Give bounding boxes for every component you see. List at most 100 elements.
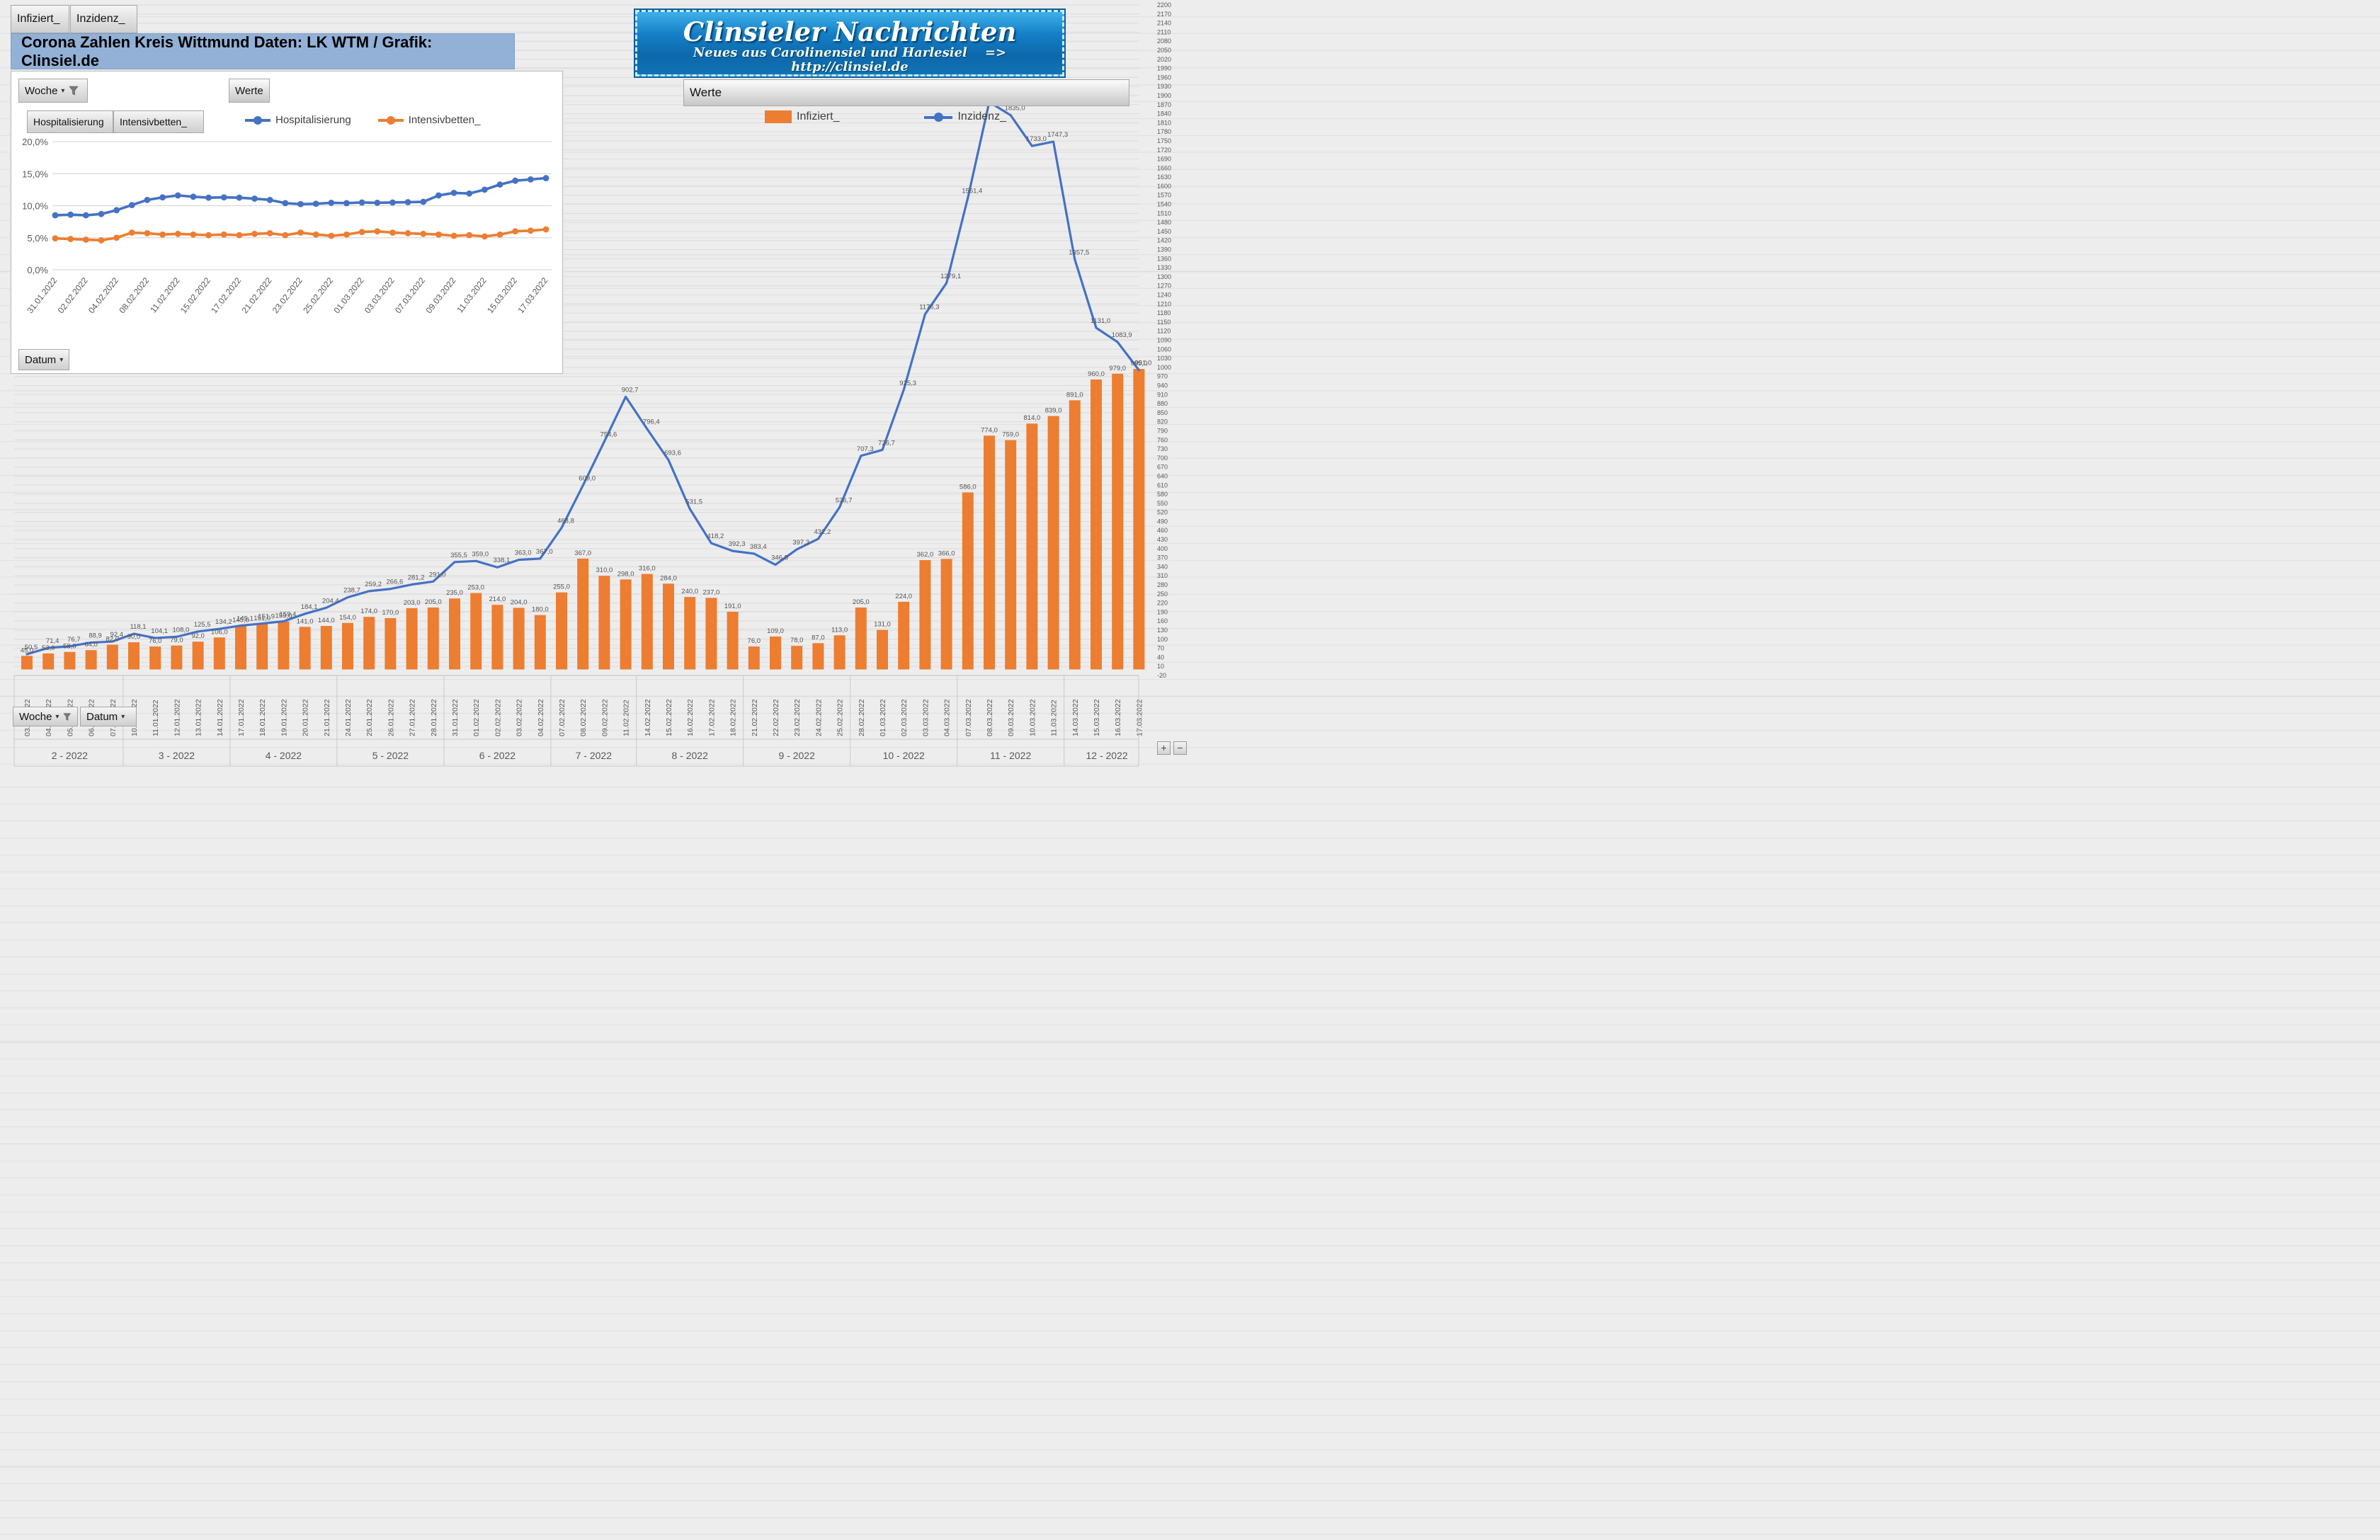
bar-data-label: 174,0 bbox=[360, 608, 377, 615]
inset-marker bbox=[128, 229, 135, 236]
legend-inzidenz-label: Inzidenz_ bbox=[957, 110, 1006, 122]
bar-data-label: 204,0 bbox=[511, 598, 528, 606]
right-axis-tick-label: 970 bbox=[1157, 373, 1168, 380]
line-data-label: 536,7 bbox=[836, 497, 853, 505]
bar-infiziert bbox=[406, 608, 418, 670]
inset-legend-hospitalisierung: Hospitalisierung bbox=[245, 114, 351, 126]
inset-x-tick-label: 07.03.2022 bbox=[393, 275, 427, 315]
line-data-label: 125,5 bbox=[194, 621, 211, 629]
week-group-label: 12 - 2022 bbox=[1086, 750, 1128, 761]
date-label: 19.01.2022 bbox=[280, 699, 288, 736]
inset-x-tick-label: 23.02.2022 bbox=[271, 275, 304, 315]
inset-x-tick-label: 11.02.2022 bbox=[148, 275, 182, 315]
right-axis-tick-label: 580 bbox=[1157, 491, 1168, 498]
bar-infiziert bbox=[1133, 369, 1145, 670]
date-label: 28.01.2022 bbox=[430, 699, 438, 736]
datum-axis-button-inset[interactable]: Datum ▾ bbox=[18, 349, 69, 370]
inset-marker bbox=[512, 177, 519, 184]
bar-data-label: 109,0 bbox=[767, 627, 784, 635]
inset-werte-header[interactable]: Werte bbox=[229, 79, 270, 103]
right-axis-tick-label: 700 bbox=[1157, 455, 1168, 462]
bar-data-label: 170,0 bbox=[382, 609, 399, 617]
bar-infiziert bbox=[812, 643, 824, 670]
main-werte-header-label: Werte bbox=[690, 86, 722, 99]
bar-infiziert bbox=[21, 656, 33, 670]
inset-marker bbox=[220, 194, 227, 201]
right-axis-tick-label: 880 bbox=[1157, 400, 1168, 407]
date-label: 21.02.2022 bbox=[751, 699, 759, 736]
date-label: 28.02.2022 bbox=[858, 699, 866, 736]
field-button-hospitalisierung[interactable]: Hospitalisierung bbox=[27, 110, 113, 133]
line-data-label: 266,6 bbox=[387, 578, 404, 586]
inset-legend: Hospitalisierung Intensivbetten_ bbox=[245, 114, 480, 126]
bar-data-label: 45,0 bbox=[21, 646, 34, 654]
inset-marker bbox=[404, 199, 411, 205]
legend-item-infiziert: Infiziert_ bbox=[765, 110, 839, 123]
inset-marker bbox=[159, 194, 166, 201]
bar-infiziert bbox=[684, 597, 696, 670]
bar-data-label: 237,0 bbox=[703, 588, 720, 596]
banner-url: => http://clinsiel.de bbox=[791, 45, 1007, 74]
line-data-label: 134,2 bbox=[215, 618, 232, 626]
pivot-field-inzidenz[interactable]: Inzidenz_ bbox=[70, 5, 137, 33]
date-label: 08.03.2022 bbox=[986, 699, 994, 736]
right-axis-tick-label: 730 bbox=[1157, 445, 1168, 452]
line-data-label: 902,7 bbox=[622, 386, 639, 394]
bar-infiziert bbox=[342, 622, 353, 670]
datum-axis-button-main[interactable]: Datum ▾ bbox=[80, 707, 137, 726]
inset-y-tick-label: 5,0% bbox=[27, 233, 48, 244]
right-axis-tick-label: 940 bbox=[1157, 382, 1168, 389]
date-label: 04.02.2022 bbox=[537, 699, 545, 736]
line-data-label: 281,2 bbox=[408, 574, 425, 582]
date-label: 15.02.2022 bbox=[665, 699, 673, 736]
right-axis-tick-label: 2110 bbox=[1157, 28, 1171, 35]
pivot-field-infiziert[interactable]: Infiziert_ bbox=[11, 5, 69, 33]
bar-infiziert bbox=[727, 611, 739, 670]
bar-infiziert bbox=[213, 637, 225, 670]
inset-legend-intensivbetten: Intensivbetten_ bbox=[377, 114, 480, 126]
bar-data-label: 224,0 bbox=[895, 593, 912, 600]
field-button-intensivbetten[interactable]: Intensivbetten_ bbox=[113, 110, 204, 133]
datum-main-label: Datum bbox=[86, 710, 118, 723]
bar-data-label: 79,0 bbox=[170, 637, 183, 644]
inset-marker bbox=[174, 230, 181, 237]
woche-filter-button[interactable]: Woche ▾ bbox=[18, 79, 88, 103]
line-data-label: 432,2 bbox=[814, 528, 831, 536]
right-axis-tick-label: 250 bbox=[1157, 591, 1168, 598]
field-hospitalisierung-label: Hospitalisierung bbox=[33, 116, 104, 127]
right-axis-tick-label: 10 bbox=[1157, 663, 1164, 670]
bar-data-label: 255,0 bbox=[553, 583, 570, 591]
right-axis-tick-label: 130 bbox=[1157, 627, 1168, 634]
right-axis-tick-label: 670 bbox=[1157, 464, 1168, 471]
main-werte-header[interactable]: Werte bbox=[683, 79, 1129, 106]
inset-x-tick-label: 02.02.2022 bbox=[56, 275, 90, 315]
inset-marker bbox=[389, 199, 396, 206]
inset-marker bbox=[236, 194, 243, 201]
line-data-label: 151,9 bbox=[258, 613, 275, 621]
bar-data-label: 131,0 bbox=[874, 621, 891, 629]
pivot-expand-button[interactable]: + bbox=[1157, 741, 1171, 755]
bar-data-label: 92,0 bbox=[191, 632, 205, 640]
bar-data-label: 253,0 bbox=[467, 584, 484, 592]
date-label: 07.02.2022 bbox=[558, 699, 566, 736]
right-axis-tick-label: 1150 bbox=[1157, 319, 1171, 326]
line-data-label: 88,9 bbox=[89, 632, 102, 640]
inset-marker bbox=[98, 236, 105, 244]
right-axis-tick-label: 100 bbox=[1157, 636, 1168, 643]
bar-infiziert bbox=[577, 558, 589, 670]
pivot-collapse-button[interactable]: − bbox=[1173, 741, 1187, 755]
infiziert-swatch-icon bbox=[765, 110, 792, 123]
right-axis-tick-label: 1780 bbox=[1157, 128, 1171, 135]
bar-data-label: 960,0 bbox=[1088, 370, 1105, 378]
bar-data-label: 235,0 bbox=[446, 589, 463, 597]
right-axis-tick-label: 1270 bbox=[1157, 283, 1171, 290]
right-axis-tick-label: 1330 bbox=[1157, 264, 1171, 271]
right-axis-tick-label: 1420 bbox=[1157, 237, 1171, 244]
line-data-label: 468,8 bbox=[557, 517, 574, 525]
bar-data-label: 366,0 bbox=[938, 549, 955, 557]
bar-infiziert bbox=[278, 621, 290, 670]
bar-infiziert bbox=[85, 650, 97, 670]
inset-x-tick-label: 03.03.2022 bbox=[363, 275, 397, 315]
right-axis-tick-label: 910 bbox=[1157, 391, 1168, 398]
woche-axis-button-main[interactable]: Woche ▾ bbox=[13, 707, 78, 726]
